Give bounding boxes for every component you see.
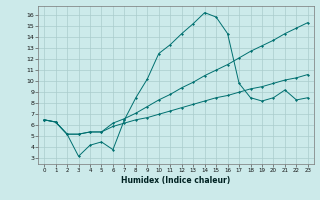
X-axis label: Humidex (Indice chaleur): Humidex (Indice chaleur) [121, 176, 231, 185]
